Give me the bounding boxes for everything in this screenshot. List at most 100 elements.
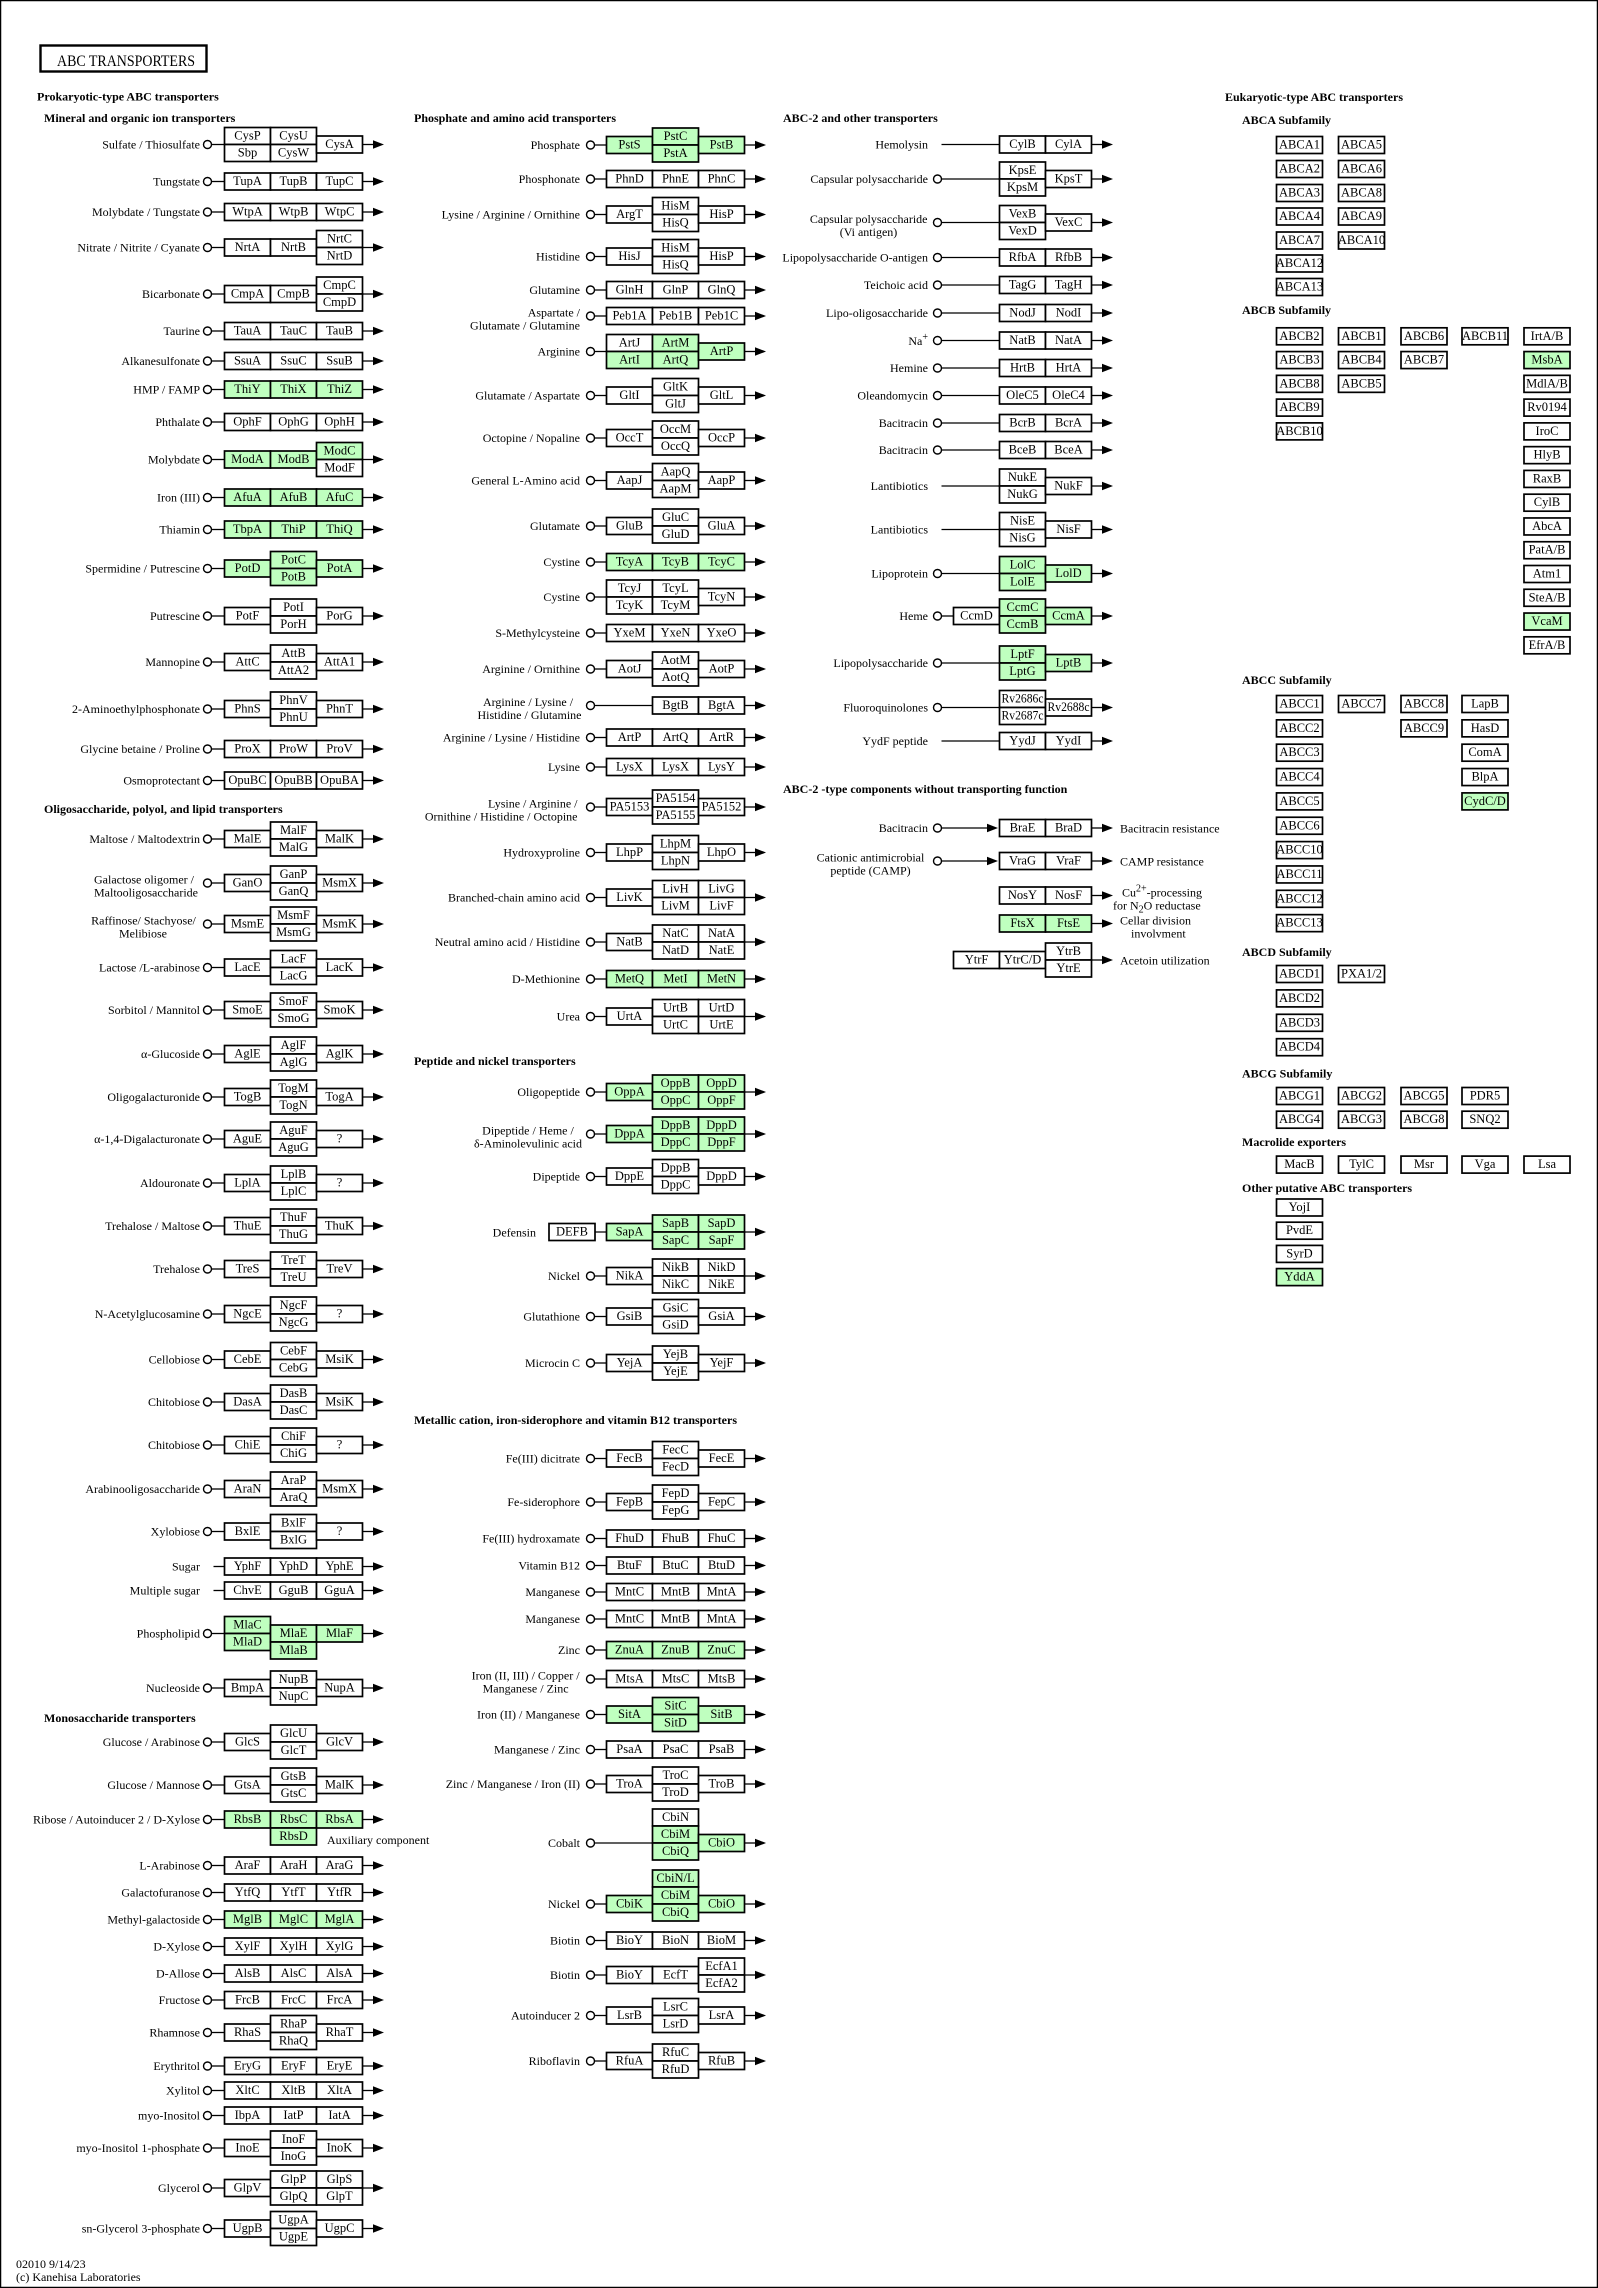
- svg-text:Bacitracin: Bacitracin: [879, 416, 928, 430]
- svg-text:Teichoic acid: Teichoic acid: [864, 278, 928, 292]
- svg-text:Chitobiose: Chitobiose: [148, 1395, 200, 1409]
- svg-text:DppB: DppB: [661, 1161, 691, 1175]
- svg-text:CmpA: CmpA: [231, 287, 264, 301]
- svg-text:ABCC2: ABCC2: [1279, 721, 1319, 735]
- svg-text:NikD: NikD: [708, 1260, 736, 1274]
- svg-text:Bacitracin: Bacitracin: [879, 821, 928, 835]
- svg-text:PsaC: PsaC: [663, 1742, 689, 1756]
- svg-text:MntB: MntB: [661, 1585, 690, 1599]
- svg-text:ABCB10: ABCB10: [1276, 424, 1323, 438]
- svg-text:Phosphonate: Phosphonate: [519, 172, 580, 186]
- svg-text:Lysine / Arginine /: Lysine / Arginine /: [488, 797, 578, 811]
- svg-text:NisF: NisF: [1056, 522, 1080, 536]
- svg-text:RbsB: RbsB: [234, 1812, 262, 1826]
- svg-text:Hemine: Hemine: [890, 361, 928, 375]
- svg-text:ABCA8: ABCA8: [1341, 186, 1382, 200]
- svg-text:ThiQ: ThiQ: [326, 522, 352, 536]
- svg-text:LacK: LacK: [326, 960, 354, 974]
- svg-text:ThuF: ThuF: [280, 1210, 307, 1224]
- svg-text:CysA: CysA: [325, 137, 353, 151]
- svg-text:SitB: SitB: [710, 1707, 732, 1721]
- svg-text:NatE: NatE: [709, 943, 735, 957]
- svg-text:2-Aminoethylphosphonate: 2-Aminoethylphosphonate: [72, 702, 200, 716]
- svg-text:Chitobiose: Chitobiose: [148, 1438, 200, 1452]
- svg-text:SitD: SitD: [664, 1716, 687, 1730]
- svg-text:MlaF: MlaF: [326, 1626, 353, 1640]
- svg-text:ChiE: ChiE: [235, 1438, 261, 1452]
- svg-text:Neutral amino acid / Histidine: Neutral amino acid / Histidine: [435, 935, 580, 949]
- svg-text:EryE: EryE: [327, 2059, 353, 2073]
- svg-text:PstC: PstC: [664, 129, 688, 143]
- svg-text:GsiB: GsiB: [617, 1309, 643, 1323]
- svg-text:GsiA: GsiA: [708, 1309, 734, 1323]
- svg-text:RfbB: RfbB: [1055, 250, 1082, 264]
- svg-text:IroC: IroC: [1536, 424, 1559, 438]
- svg-text:MglA: MglA: [325, 1912, 355, 1926]
- svg-text:ChiF: ChiF: [281, 1429, 306, 1443]
- svg-text:TagG: TagG: [1009, 278, 1037, 292]
- svg-text:HasD: HasD: [1471, 721, 1499, 735]
- svg-text:PhnU: PhnU: [279, 710, 307, 724]
- svg-text:ABCC6: ABCC6: [1279, 818, 1319, 832]
- svg-text:ABCC11: ABCC11: [1276, 867, 1322, 881]
- svg-text:Xylobiose: Xylobiose: [151, 1525, 200, 1539]
- svg-text:MsmX: MsmX: [322, 876, 357, 890]
- svg-text:HisP: HisP: [709, 249, 733, 263]
- svg-text:ABCB5: ABCB5: [1341, 376, 1381, 390]
- svg-text:HisQ: HisQ: [662, 258, 688, 272]
- svg-text:YxeN: YxeN: [661, 626, 691, 640]
- svg-text:Glycerol: Glycerol: [158, 2181, 201, 2195]
- svg-text:MsbA: MsbA: [1531, 353, 1562, 367]
- svg-text:YydJ: YydJ: [1009, 734, 1036, 748]
- svg-text:S-Methylcysteine: S-Methylcysteine: [495, 626, 580, 640]
- svg-text:DasC: DasC: [280, 1403, 308, 1417]
- svg-text:Fe-siderophore: Fe-siderophore: [507, 1495, 580, 1509]
- svg-text:BmpA: BmpA: [231, 1681, 264, 1695]
- svg-text:YydF peptide: YydF peptide: [862, 734, 928, 748]
- svg-text:Vga: Vga: [1475, 1157, 1496, 1171]
- svg-text:AraN: AraN: [234, 1482, 262, 1496]
- svg-text:GlpS: GlpS: [327, 2172, 353, 2186]
- svg-text:RfbA: RfbA: [1009, 250, 1037, 264]
- svg-text:ABCB Subfamily: ABCB Subfamily: [1242, 303, 1331, 317]
- svg-text:Methyl-galactoside: Methyl-galactoside: [107, 1913, 200, 1927]
- svg-text:PA5155: PA5155: [656, 808, 696, 822]
- svg-text:TroD: TroD: [662, 1785, 689, 1799]
- svg-text:TreV: TreV: [327, 1262, 353, 1276]
- svg-text:ZnuB: ZnuB: [661, 1643, 689, 1657]
- svg-text:Aldouronate: Aldouronate: [140, 1176, 200, 1190]
- svg-text:ABCC5: ABCC5: [1279, 794, 1319, 808]
- svg-text:MsmE: MsmE: [231, 917, 265, 931]
- svg-text:AbcA: AbcA: [1532, 519, 1562, 533]
- svg-text:TcyK: TcyK: [616, 598, 644, 612]
- svg-text:NgcG: NgcG: [279, 1315, 309, 1329]
- svg-text:YejE: YejE: [663, 1364, 688, 1378]
- svg-text:DppD: DppD: [706, 1118, 737, 1132]
- svg-text:CbiQ: CbiQ: [662, 1844, 689, 1858]
- svg-text:HrtB: HrtB: [1010, 361, 1035, 375]
- svg-text:Osmoprotectant: Osmoprotectant: [123, 774, 200, 788]
- svg-text:Dipeptide: Dipeptide: [533, 1170, 580, 1184]
- svg-text:TupA: TupA: [233, 174, 262, 188]
- svg-text:CcmC: CcmC: [1007, 600, 1039, 614]
- svg-text:PA5153: PA5153: [610, 800, 650, 814]
- svg-text:Auxiliary component: Auxiliary component: [327, 1833, 430, 1847]
- svg-text:CbiN/L: CbiN/L: [656, 1871, 694, 1885]
- svg-text:FtsE: FtsE: [1057, 916, 1080, 930]
- svg-text:ABCD3: ABCD3: [1279, 1015, 1320, 1029]
- svg-text:RaxB: RaxB: [1533, 471, 1561, 485]
- svg-text:IrtA/B: IrtA/B: [1531, 329, 1564, 343]
- svg-text:Eukaryotic-type ABC transporte: Eukaryotic-type ABC transporters: [1225, 90, 1403, 104]
- svg-text:SmoE: SmoE: [232, 1003, 263, 1017]
- svg-text:BioM: BioM: [707, 1933, 736, 1947]
- svg-text:LplB: LplB: [281, 1167, 307, 1181]
- svg-text:AlsB: AlsB: [235, 1966, 261, 1980]
- svg-text:ABCC9: ABCC9: [1404, 721, 1444, 735]
- svg-text:ModC: ModC: [324, 444, 356, 458]
- svg-text:PotA: PotA: [327, 561, 353, 575]
- svg-text:N-Acetylglucosamine: N-Acetylglucosamine: [95, 1307, 200, 1321]
- svg-text:Lysine: Lysine: [548, 760, 580, 774]
- svg-text:AotJ: AotJ: [618, 662, 642, 676]
- svg-text:Fluoroquinolones: Fluoroquinolones: [843, 701, 928, 715]
- svg-text:ABCC Subfamily: ABCC Subfamily: [1242, 673, 1332, 687]
